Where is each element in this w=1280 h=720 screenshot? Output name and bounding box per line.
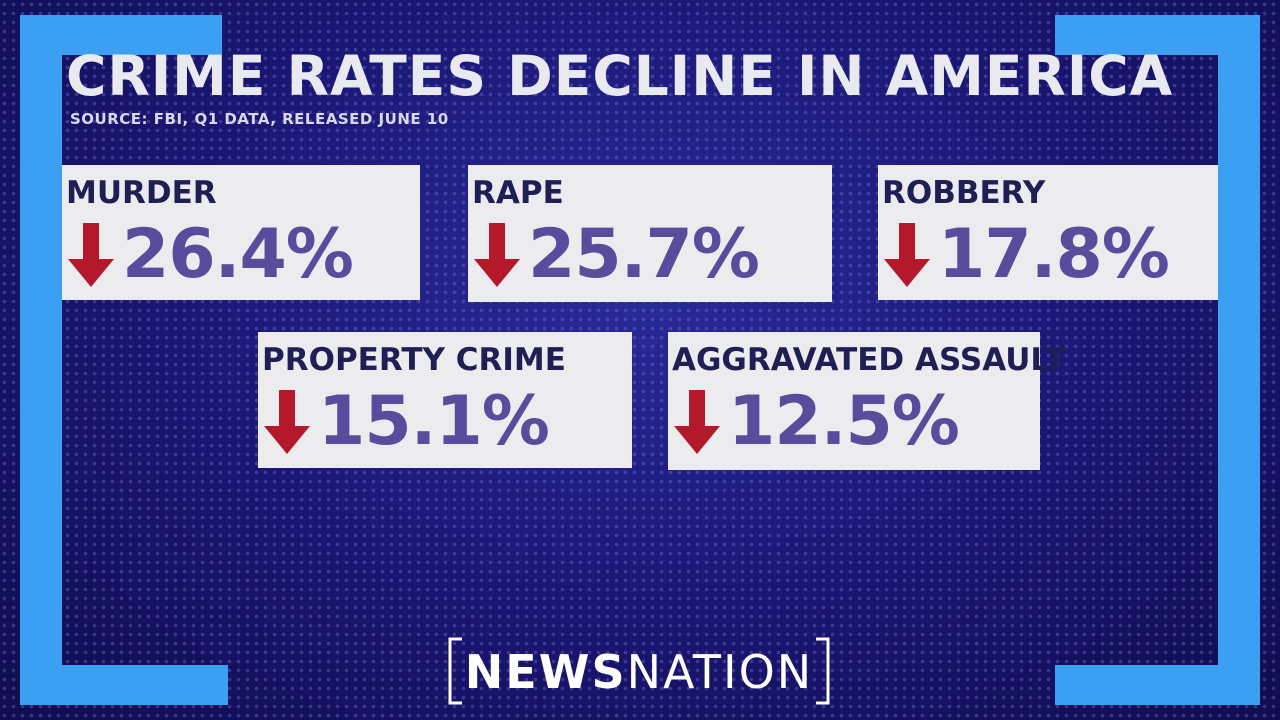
stat-label: PROPERTY CRIME [262,342,566,378]
stat-card: PROPERTY CRIME 15.1% [258,332,632,468]
title: CRIME RATES DECLINE IN AMERICA [66,44,1174,108]
down-arrow [884,223,930,287]
stat-label: MURDER [66,175,217,211]
frame-bracket [1218,15,1260,705]
stat-value: 12.5% [728,382,960,461]
frame-bracket [20,15,62,705]
stat-label: ROBBERY [882,175,1046,211]
stat-value: 26.4% [122,215,354,294]
down-arrow [264,390,310,454]
logo-text: NEWSNATION [448,645,830,699]
stat-value: 17.8% [938,215,1170,294]
logo: NEWSNATION [448,637,830,705]
stat-value: 15.1% [318,382,550,461]
stat-card: ROBBERY 17.8% [878,165,1218,300]
frame-bracket [1055,15,1260,55]
stat-value: 25.7% [528,215,760,294]
stat-card: RAPE 25.7% [468,165,832,302]
frame-bracket [1055,665,1260,705]
logo-bold: NEWS [464,645,627,699]
down-arrow [68,223,114,287]
logo-regular: NATION [626,645,814,699]
logo-brackets [448,637,830,705]
frame-bracket [20,15,222,55]
down-arrow [674,390,720,454]
source: SOURCE: FBI, Q1 DATA, RELEASED JUNE 10 [70,110,449,128]
stat-card: AGGRAVATED ASSAULT 12.5% [668,332,1066,470]
stat-label: AGGRAVATED ASSAULT [672,342,1067,378]
stat-card: MURDER 26.4% [62,165,420,300]
frame-bracket [20,665,228,705]
stat-label: RAPE [472,175,564,211]
down-arrow [474,223,520,287]
